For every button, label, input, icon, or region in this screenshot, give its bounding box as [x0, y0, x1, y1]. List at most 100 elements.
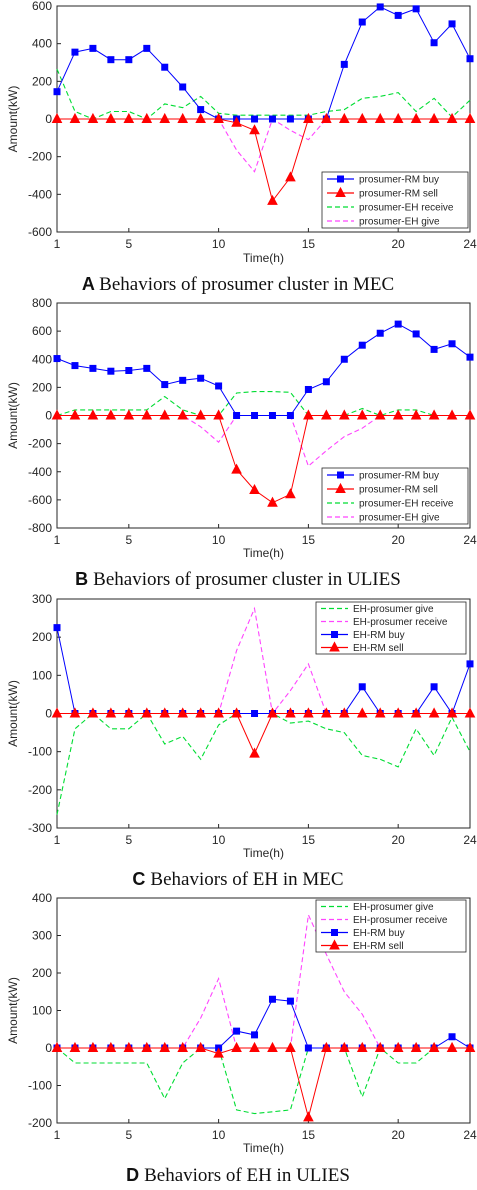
data-point [303, 707, 314, 718]
x-axis-label: Time(h) [243, 1141, 284, 1155]
data-point [285, 707, 296, 718]
data-point [338, 112, 350, 123]
x-tick-label: 5 [125, 237, 132, 251]
legend-box [321, 467, 469, 525]
legend-label: prosumer-EH give [359, 217, 440, 228]
data-point [105, 1041, 117, 1052]
data-point [285, 1041, 296, 1052]
data-point [69, 707, 81, 718]
y-tick-label: -200 [28, 150, 52, 164]
data-point [430, 683, 438, 691]
panel-caption: C Behaviors of EH in MEC [132, 869, 343, 890]
data-point [410, 112, 422, 123]
data-point [69, 1041, 81, 1052]
y-tick-label: 400 [32, 352, 52, 366]
caption-letter: D [126, 1165, 144, 1185]
data-point [285, 171, 296, 182]
x-tick-label: 5 [125, 833, 132, 847]
data-point [159, 112, 171, 123]
data-point [267, 194, 278, 205]
data-point [249, 747, 260, 758]
y-tick-label: 600 [32, 0, 52, 13]
y-tick-label: 100 [32, 668, 52, 682]
data-point [410, 409, 422, 420]
data-point [356, 707, 368, 718]
caption-letter: B [75, 569, 93, 589]
x-tick-label: 1 [54, 237, 61, 251]
x-tick-label: 15 [302, 533, 316, 547]
data-point [392, 1041, 404, 1052]
data-point [430, 345, 438, 353]
data-point [159, 1041, 171, 1052]
legend-label: EH-prosumer receive [353, 617, 448, 628]
x-tick-label: 5 [125, 1128, 132, 1142]
data-point [53, 355, 61, 363]
data-point [197, 374, 205, 382]
data-point [412, 5, 420, 13]
x-tick-label: 20 [391, 533, 405, 547]
panel-caption: B Behaviors of prosumer cluster in ULIES [75, 569, 401, 590]
legend: prosumer-RM buy prosumer-RM sell prosumer-… [321, 467, 469, 525]
data-point [69, 112, 81, 123]
data-point [321, 1041, 332, 1052]
data-point [251, 1031, 259, 1039]
data-point [428, 112, 440, 123]
data-point [446, 1041, 458, 1052]
data-point [251, 710, 259, 717]
series-line [57, 713, 470, 755]
data-point [249, 1041, 260, 1052]
data-point [89, 364, 97, 372]
data-point [179, 376, 187, 384]
data-point [141, 707, 153, 718]
series-prosumer-eh-receive [56, 391, 470, 417]
series-prosumer-rm-buy [53, 3, 474, 123]
x-tick-label: 1 [54, 1128, 61, 1142]
panel-caption: D Behaviors of EH in ULIES [126, 1165, 350, 1186]
x-tick-label: 10 [212, 533, 226, 547]
legend-marker [331, 631, 338, 638]
series-prosumer-eh-receive [56, 68, 471, 120]
series-line [56, 1047, 470, 1115]
data-point [374, 1041, 386, 1052]
data-point [215, 382, 223, 390]
series-eh-rm-buy [53, 995, 474, 1052]
legend-marker [335, 482, 346, 493]
data-point [195, 112, 206, 123]
y-tick-label: 100 [32, 1004, 52, 1018]
data-point [464, 1041, 476, 1052]
data-point [251, 115, 259, 123]
data-point [356, 112, 368, 123]
data-point [231, 463, 242, 474]
data-point [448, 1033, 456, 1041]
y-tick-label: -600 [28, 493, 52, 507]
data-point [213, 112, 224, 123]
data-point [321, 409, 332, 420]
series-prosumer-rm-buy [53, 320, 474, 419]
data-point [141, 112, 153, 123]
data-point [358, 18, 366, 26]
y-tick-label: 200 [32, 966, 52, 980]
data-point [392, 707, 404, 718]
series-eh-rm-sell [51, 707, 476, 758]
data-point [213, 409, 224, 420]
data-point [195, 707, 206, 718]
legend: prosumer-RM buy prosumer-RM sell prosumer-… [321, 171, 469, 229]
y-tick-label: 0 [45, 1041, 52, 1055]
x-tick-label: 20 [391, 1128, 405, 1142]
y-axis-label: Amount(kW) [6, 977, 20, 1044]
data-point [195, 409, 206, 420]
data-point [177, 707, 189, 718]
data-point [446, 707, 458, 718]
data-point [233, 1027, 241, 1035]
x-tick-label: 5 [125, 533, 132, 547]
data-point [322, 378, 330, 386]
data-point [394, 320, 402, 328]
caption-text: Behaviors of prosumer cluster in ULIES [93, 569, 401, 590]
series-prosumer-eh-give [57, 414, 470, 468]
x-tick-label: 10 [212, 833, 226, 847]
y-tick-label: 300 [32, 592, 52, 606]
